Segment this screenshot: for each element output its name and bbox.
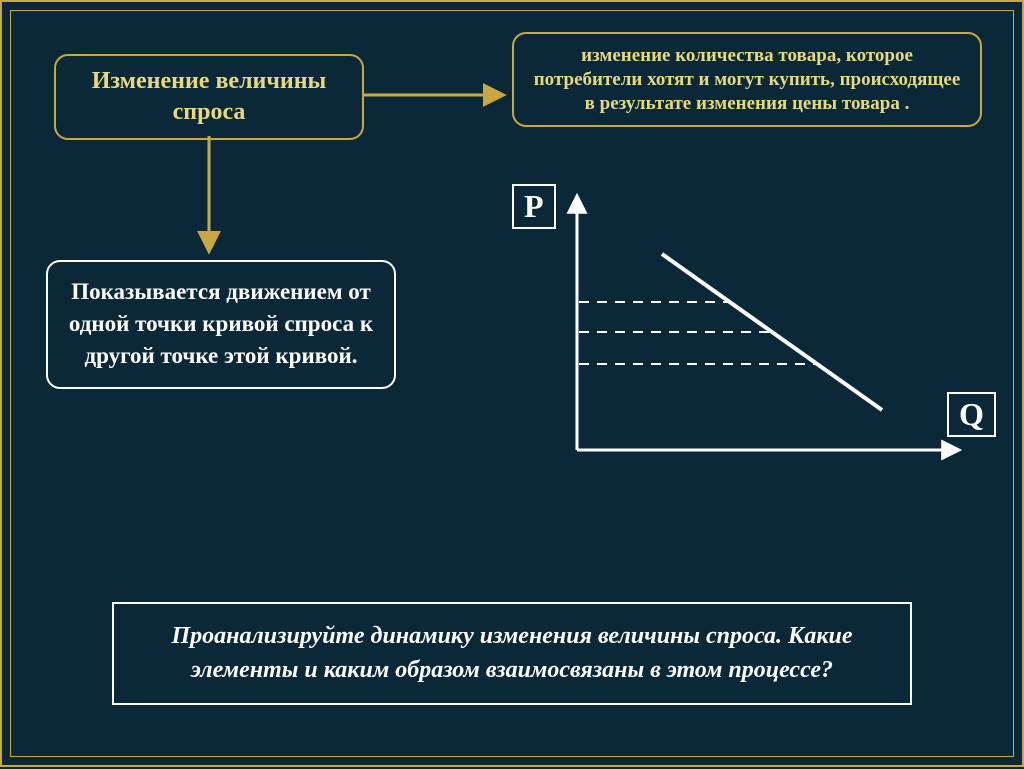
question-text: Проанализируйте динамику изменения велич…	[172, 623, 853, 683]
question-box: Проанализируйте динамику изменения велич…	[112, 602, 912, 705]
title-text: Изменение величины спроса	[92, 68, 327, 125]
movement-box: Показывается движением от одной точки кр…	[46, 260, 396, 389]
movement-text: Показывается движением от одной точки кр…	[69, 279, 373, 368]
title-box: Изменение величины спроса	[54, 54, 364, 140]
p-text: P	[524, 188, 544, 224]
p-axis-label: P	[512, 184, 556, 229]
q-text: Q	[959, 396, 984, 432]
definition-text: изменение количества товара, которое пот…	[534, 45, 961, 114]
definition-box: изменение количества товара, которое пот…	[512, 32, 982, 127]
q-axis-label: Q	[947, 392, 996, 437]
